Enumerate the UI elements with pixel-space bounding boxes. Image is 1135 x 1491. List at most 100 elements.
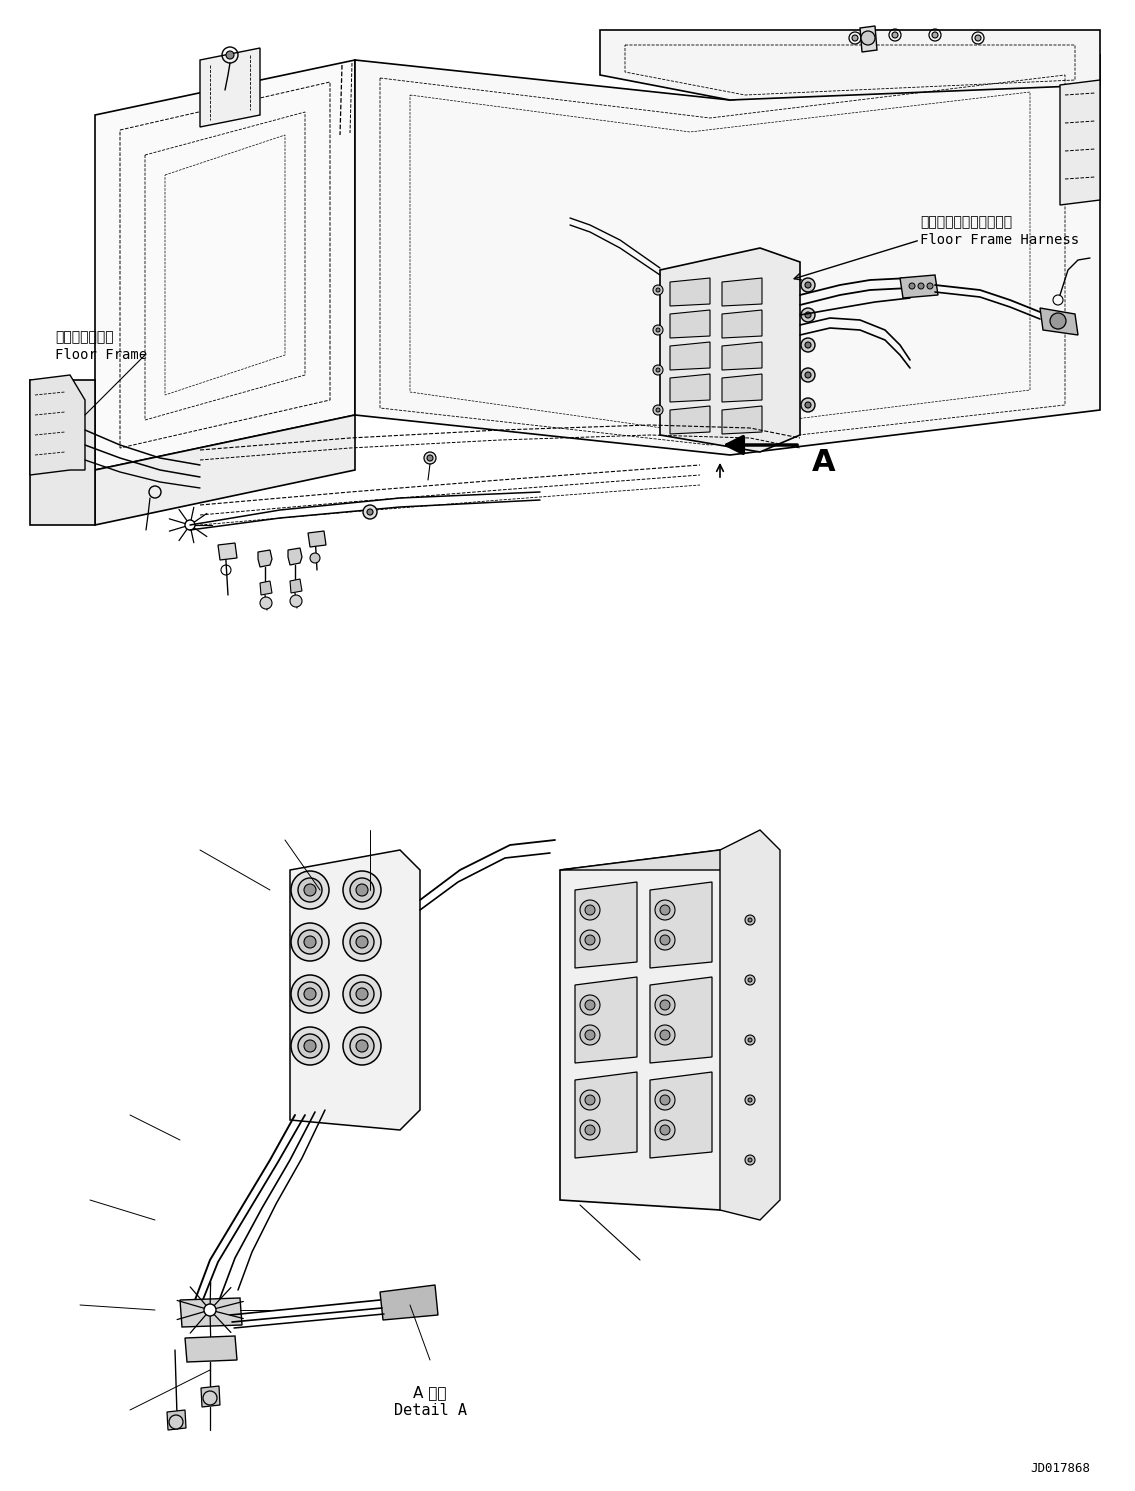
Circle shape <box>169 1415 183 1428</box>
Polygon shape <box>575 883 637 968</box>
Circle shape <box>805 282 812 288</box>
Polygon shape <box>650 977 712 1063</box>
Circle shape <box>580 1090 600 1109</box>
Polygon shape <box>670 406 711 434</box>
Circle shape <box>745 1156 755 1164</box>
Circle shape <box>653 285 663 295</box>
Text: JD017868: JD017868 <box>1029 1463 1090 1475</box>
Polygon shape <box>167 1410 186 1430</box>
Circle shape <box>585 905 595 915</box>
Polygon shape <box>201 1387 220 1408</box>
Polygon shape <box>95 414 355 525</box>
Circle shape <box>656 409 659 412</box>
Polygon shape <box>291 850 420 1130</box>
Circle shape <box>291 1027 329 1065</box>
Circle shape <box>659 1000 670 1009</box>
Circle shape <box>304 989 316 1000</box>
Polygon shape <box>722 341 762 370</box>
Polygon shape <box>1040 309 1078 335</box>
Circle shape <box>655 930 675 950</box>
Circle shape <box>653 365 663 376</box>
Polygon shape <box>258 550 272 567</box>
Circle shape <box>927 283 933 289</box>
Circle shape <box>655 1090 675 1109</box>
Circle shape <box>350 1033 375 1059</box>
Circle shape <box>656 368 659 371</box>
Circle shape <box>203 1391 217 1405</box>
Circle shape <box>367 508 373 514</box>
Polygon shape <box>200 48 260 127</box>
Circle shape <box>655 901 675 920</box>
Circle shape <box>748 918 753 921</box>
Circle shape <box>356 989 368 1000</box>
Circle shape <box>861 31 875 45</box>
Circle shape <box>748 1038 753 1042</box>
Polygon shape <box>30 376 85 476</box>
Polygon shape <box>260 581 272 595</box>
Circle shape <box>805 312 812 318</box>
Circle shape <box>585 935 595 945</box>
Polygon shape <box>860 25 877 52</box>
Circle shape <box>350 930 375 954</box>
Circle shape <box>299 878 322 902</box>
Circle shape <box>304 936 316 948</box>
Circle shape <box>655 1120 675 1141</box>
Circle shape <box>427 455 432 461</box>
Circle shape <box>580 1120 600 1141</box>
Circle shape <box>356 884 368 896</box>
Circle shape <box>356 1041 368 1053</box>
Circle shape <box>892 31 898 37</box>
Text: Floor Frame Harness: Floor Frame Harness <box>920 233 1079 248</box>
Polygon shape <box>380 1285 438 1320</box>
Polygon shape <box>291 579 302 593</box>
Text: A 詳細: A 詳細 <box>413 1385 447 1400</box>
Circle shape <box>580 1024 600 1045</box>
Circle shape <box>655 1024 675 1045</box>
Circle shape <box>659 905 670 915</box>
Polygon shape <box>670 277 711 306</box>
Circle shape <box>805 371 812 379</box>
Polygon shape <box>185 1336 237 1361</box>
Circle shape <box>932 31 938 37</box>
Circle shape <box>350 878 375 902</box>
Circle shape <box>655 994 675 1015</box>
Circle shape <box>343 975 381 1012</box>
Circle shape <box>310 553 320 564</box>
Circle shape <box>745 915 755 924</box>
Polygon shape <box>670 374 711 403</box>
Circle shape <box>659 1094 670 1105</box>
Circle shape <box>745 1035 755 1045</box>
Polygon shape <box>670 310 711 338</box>
Circle shape <box>852 34 858 40</box>
Circle shape <box>185 520 195 529</box>
Polygon shape <box>722 277 762 306</box>
Circle shape <box>424 452 436 464</box>
Circle shape <box>801 338 815 352</box>
Circle shape <box>585 1126 595 1135</box>
Circle shape <box>343 1027 381 1065</box>
Circle shape <box>350 983 375 1006</box>
Circle shape <box>1050 313 1066 330</box>
Circle shape <box>356 936 368 948</box>
Circle shape <box>659 935 670 945</box>
Polygon shape <box>560 850 740 1211</box>
Circle shape <box>745 975 755 986</box>
Polygon shape <box>722 310 762 338</box>
Circle shape <box>343 923 381 962</box>
Circle shape <box>304 884 316 896</box>
Circle shape <box>204 1305 216 1317</box>
Circle shape <box>299 1033 322 1059</box>
Circle shape <box>656 328 659 332</box>
Text: Floor Frame: Floor Frame <box>54 347 148 362</box>
Circle shape <box>299 983 322 1006</box>
Polygon shape <box>355 55 1100 455</box>
Circle shape <box>801 277 815 292</box>
Circle shape <box>343 871 381 910</box>
Circle shape <box>653 325 663 335</box>
Circle shape <box>801 309 815 322</box>
Circle shape <box>801 368 815 382</box>
Circle shape <box>291 871 329 910</box>
Polygon shape <box>180 1299 242 1327</box>
Circle shape <box>299 930 322 954</box>
Circle shape <box>656 288 659 292</box>
